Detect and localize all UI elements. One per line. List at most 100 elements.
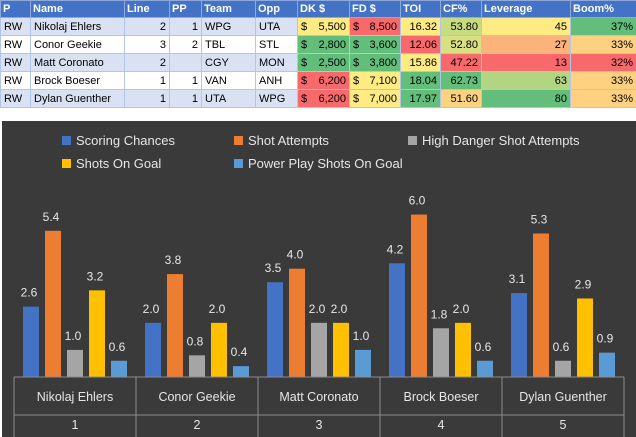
table-row[interactable]: RW Brock Boeser 1 1 VAN ANH $6,200 $7,100 18.04 6…	[0, 71, 636, 90]
salary-value: 8,500	[369, 20, 397, 33]
data-label: 2.0	[331, 302, 348, 316]
data-label: 6.0	[409, 194, 426, 208]
bar	[355, 349, 371, 377]
col-header-fd-salary[interactable]: FD $	[349, 0, 401, 18]
cell-toi: 17.97	[400, 89, 441, 108]
cell-toi: 16.32	[400, 17, 441, 36]
col-header-opp[interactable]: Opp	[255, 0, 298, 18]
col-header-boom-pct[interactable]: Boom%	[570, 0, 636, 18]
cell-cf: 47.22	[440, 53, 482, 72]
currency-symbol: $	[353, 20, 360, 33]
cell-line: 2	[124, 17, 170, 36]
table-row[interactable]: RW Dylan Guenther 1 1 UTA WPG $6,200 $7,000 17.9…	[0, 89, 636, 108]
data-label: 2.0	[453, 302, 470, 316]
cell-opp: UTA	[255, 17, 298, 36]
chart-canvas: Scoring Chances Shot Attempts High Danger …	[13, 133, 625, 437]
cell-toi: 18.04	[400, 71, 441, 90]
col-header-pp[interactable]: PP	[169, 0, 202, 18]
cell-boom: 32%	[570, 53, 636, 72]
cell-boom: 37%	[570, 17, 636, 36]
salary-value: 3,600	[369, 38, 397, 51]
bar	[311, 322, 327, 377]
table-header-row: P Name Line PP Team Opp DK $ FD $ TOI CF…	[0, 0, 636, 18]
legend-label[interactable]: Scoring Chances	[76, 133, 175, 148]
x-tick-group-number: 2	[194, 418, 201, 432]
legend-swatch	[62, 136, 71, 145]
salary-value: 7,000	[369, 92, 397, 105]
table-row[interactable]: RW Conor Geekie 3 2 TBL STL $2,800 $3,600 12.06 5…	[0, 35, 636, 54]
col-header-position[interactable]: P	[0, 0, 31, 18]
data-label: 0.6	[475, 340, 492, 354]
salary-value: 5,500	[318, 20, 346, 33]
data-label: 4.0	[287, 248, 304, 262]
currency-symbol: $	[353, 74, 360, 87]
col-header-leverage[interactable]: Leverage	[481, 0, 571, 18]
col-header-name[interactable]: Name	[30, 0, 125, 18]
data-label: 2.0	[209, 302, 226, 316]
cell-p: RW	[0, 53, 31, 72]
bar	[89, 290, 105, 377]
cell-p: RW	[0, 17, 31, 36]
table-row[interactable]: RW Matt Coronato 2 CGY MON $2,500 $3,800 15.86 4…	[0, 53, 636, 72]
data-label: 1.0	[353, 329, 370, 343]
data-label: 3.1	[509, 272, 526, 286]
data-label: 3.8	[165, 253, 182, 267]
cell-opp: MON	[255, 53, 298, 72]
cell-cf: 51.60	[440, 89, 482, 108]
legend-swatch	[234, 159, 243, 168]
cell-name: Matt Coronato	[30, 53, 125, 72]
bar	[233, 366, 249, 377]
bar	[455, 322, 471, 377]
x-tick-label: Matt Coronato	[279, 390, 358, 404]
bar	[167, 274, 183, 377]
legend-label[interactable]: Power Play Shots On Goal	[248, 156, 403, 171]
cell-boom: 33%	[570, 35, 636, 54]
col-header-line[interactable]: Line	[124, 0, 170, 18]
x-tick-group-number: 3	[316, 418, 323, 432]
data-label: 0.9	[597, 332, 614, 346]
data-label: 4.2	[387, 242, 404, 256]
cell-team: CGY	[201, 53, 256, 72]
col-header-toi[interactable]: TOI	[400, 0, 441, 18]
cell-pp	[169, 53, 202, 72]
legend-label[interactable]: Shots On Goal	[76, 156, 161, 171]
cell-pp: 1	[169, 89, 202, 108]
col-header-dk-salary[interactable]: DK $	[297, 0, 350, 18]
cell-fd: $8,500	[349, 17, 401, 36]
salary-value: 3,800	[369, 56, 397, 69]
legend-label[interactable]: Shot Attempts	[248, 133, 329, 148]
data-label: 1.8	[431, 307, 448, 321]
cell-dk: $6,200	[297, 71, 350, 90]
bar	[411, 214, 427, 377]
data-label: 0.8	[187, 334, 204, 348]
col-header-cf-pct[interactable]: CF%	[440, 0, 482, 18]
cell-boom: 33%	[570, 89, 636, 108]
cell-line: 1	[124, 89, 170, 108]
cell-opp: ANH	[255, 71, 298, 90]
cell-p: RW	[0, 71, 31, 90]
data-label: 0.6	[109, 340, 126, 354]
data-label: 2.0	[143, 302, 160, 316]
bar	[289, 268, 305, 377]
cell-line: 1	[124, 71, 170, 90]
legend-swatch	[408, 136, 417, 145]
cell-dk: $2,800	[297, 35, 350, 54]
cell-toi: 12.06	[400, 35, 441, 54]
x-tick-group-number: 5	[560, 418, 567, 432]
table-row[interactable]: RW Nikolaj Ehlers 2 1 WPG UTA $5,500 $8,500 16.3…	[0, 17, 636, 36]
cell-toi: 15.86	[400, 53, 441, 72]
bar	[23, 306, 39, 377]
cell-fd: $7,100	[349, 71, 401, 90]
bar	[389, 263, 405, 377]
bar	[111, 360, 127, 377]
cell-dk: $2,500	[297, 53, 350, 72]
data-label: 3.2	[87, 269, 104, 283]
cell-fd: $3,800	[349, 53, 401, 72]
bar	[577, 298, 593, 377]
bar	[67, 349, 83, 377]
data-label: 2.9	[575, 277, 592, 291]
col-header-team[interactable]: Team	[201, 0, 256, 18]
legend-label[interactable]: High Danger Shot Attempts	[422, 133, 580, 148]
cell-name: Dylan Guenther	[30, 89, 125, 108]
data-label: 2.0	[309, 302, 326, 316]
